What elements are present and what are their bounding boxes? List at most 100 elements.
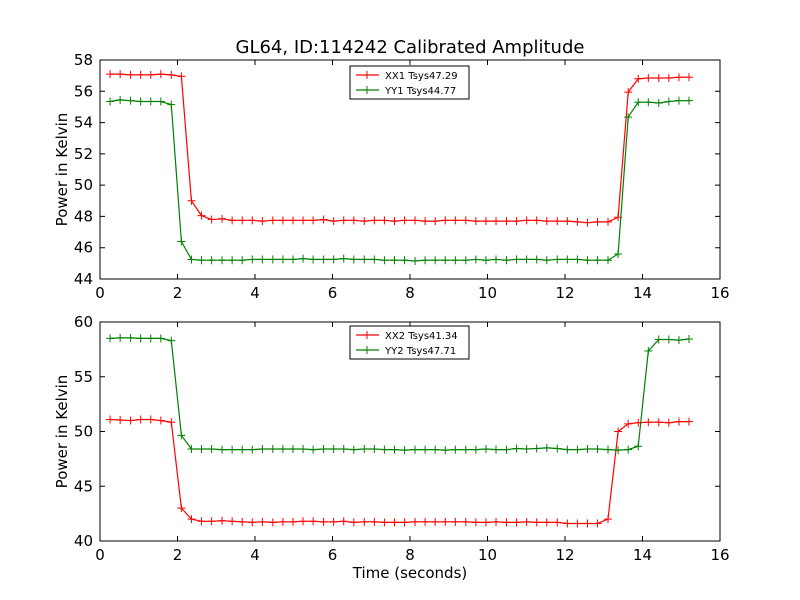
- data-point: [258, 445, 267, 454]
- data-point: [614, 427, 623, 436]
- data-point: [563, 519, 572, 528]
- data-point: [411, 257, 420, 266]
- data-point: [431, 217, 440, 226]
- x-tick-label: 8: [405, 284, 415, 302]
- data-point: [218, 256, 227, 265]
- data-point: [146, 97, 155, 106]
- legend-marker: [363, 71, 371, 79]
- data-point: [370, 216, 379, 225]
- data-point: [207, 517, 216, 526]
- y-tick-label: 44: [74, 270, 93, 288]
- data-point: [563, 445, 572, 454]
- data-point: [411, 216, 420, 225]
- data-point: [441, 256, 450, 265]
- x-tick-label: 6: [328, 284, 338, 302]
- data-point: [583, 218, 592, 227]
- data-point: [228, 517, 237, 526]
- data-point: [583, 519, 592, 528]
- data-point: [604, 445, 613, 454]
- data-point: [319, 215, 328, 224]
- data-point: [512, 518, 521, 527]
- y-tick-label: 46: [74, 239, 93, 257]
- data-point: [461, 216, 470, 225]
- data-point: [522, 445, 531, 454]
- data-point: [218, 516, 227, 525]
- bottom-subplot: 0 2 4 6 8 10 12 14 16 40 45 50 55 60 Power in Kelvin XX…: [53, 313, 730, 564]
- data-point: [288, 255, 297, 264]
- data-point: [299, 517, 308, 526]
- legend: XX1 Tsys47.29 YY1 Tsys44.77: [349, 65, 470, 100]
- data-point: [563, 255, 572, 264]
- data-point: [512, 444, 521, 453]
- data-point: [309, 255, 318, 264]
- chart-title: GL64, ID:114242 Calibrated Amplitude: [236, 37, 585, 58]
- series-1: [106, 415, 693, 528]
- data-point: [674, 336, 683, 345]
- data-point: [685, 73, 693, 82]
- legend-box: [349, 65, 470, 100]
- y-tick-label: 40: [74, 532, 93, 550]
- data-point: [106, 415, 115, 424]
- data-point: [542, 518, 551, 527]
- data-point: [380, 216, 389, 225]
- data-point: [167, 418, 176, 427]
- data-point: [146, 70, 155, 79]
- data-point: [339, 445, 348, 454]
- data-point: [400, 256, 409, 265]
- data-point: [187, 255, 196, 264]
- data-point: [329, 255, 338, 264]
- y-tick-label: 50: [74, 176, 93, 194]
- data-point: [624, 88, 633, 97]
- data-point: [248, 445, 257, 454]
- data-point: [481, 518, 490, 527]
- data-point: [319, 445, 328, 454]
- data-point: [248, 255, 257, 264]
- data-point: [512, 217, 521, 226]
- data-point: [167, 100, 176, 109]
- data-point: [654, 418, 663, 427]
- data-point: [451, 517, 460, 526]
- data-point: [461, 517, 470, 526]
- data-point: [390, 518, 399, 527]
- data-point: [542, 256, 551, 265]
- x-tick-label: 4: [250, 546, 260, 564]
- data-point: [248, 216, 257, 225]
- data-point: [400, 518, 409, 527]
- data-point: [400, 216, 409, 225]
- data-point: [299, 445, 308, 454]
- data-point: [553, 518, 562, 527]
- data-point: [288, 517, 297, 526]
- data-point: [522, 517, 531, 526]
- data-point: [238, 517, 247, 526]
- data-point: [268, 216, 277, 225]
- data-point: [146, 415, 155, 424]
- data-point: [471, 445, 480, 454]
- data-point: [685, 96, 693, 105]
- data-point: [207, 256, 216, 265]
- y-tick-label: 58: [74, 51, 93, 69]
- data-point: [319, 517, 328, 526]
- x-tick-label: 12: [555, 546, 574, 564]
- data-point: [380, 256, 389, 265]
- data-point: [238, 216, 247, 225]
- data-point: [187, 515, 196, 524]
- data-point: [167, 70, 176, 79]
- data-point: [299, 216, 308, 225]
- data-point: [360, 445, 369, 454]
- data-point: [339, 517, 348, 526]
- data-point: [492, 445, 501, 454]
- data-point: [370, 517, 379, 526]
- data-point: [258, 255, 267, 264]
- data-point: [441, 446, 450, 455]
- series-line: [110, 418, 689, 525]
- data-point: [664, 335, 673, 344]
- data-point: [126, 96, 135, 105]
- data-point: [532, 444, 541, 453]
- legend-label: XX1 Tsys47.29: [385, 71, 458, 82]
- data-point: [360, 255, 369, 264]
- data-point: [644, 73, 653, 82]
- data-point: [634, 98, 643, 107]
- data-point: [116, 95, 125, 104]
- data-point: [492, 517, 501, 526]
- data-point: [136, 334, 145, 343]
